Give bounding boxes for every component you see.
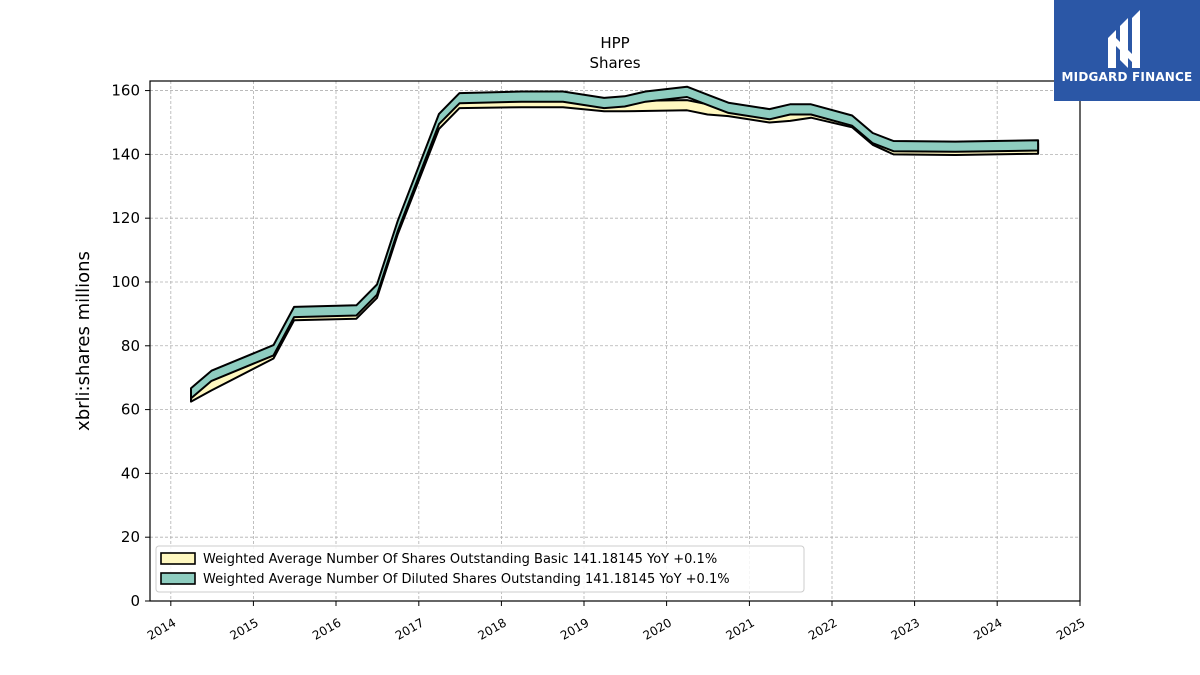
y-tick-label: 160 <box>111 82 140 100</box>
y-tick-label: 140 <box>111 145 140 163</box>
x-tick-label: 2023 <box>889 615 922 642</box>
x-ticks: 2014 2015 2016 2017 2018 2019 2020 2021 2022 2023… <box>145 601 1088 643</box>
x-tick-label: 2022 <box>806 615 839 642</box>
legend: Weighted Average Number Of Shares Outsta… <box>155 545 805 593</box>
series-area-2 <box>190 85 1040 400</box>
legend-label-2: Weighted Average Number Of Diluted Share… <box>203 572 730 587</box>
midgard-logo-icon <box>1108 10 1140 68</box>
chart-subtitle: Shares <box>589 54 640 72</box>
data-areas <box>190 85 1040 403</box>
x-tick-label: 2019 <box>558 615 591 642</box>
legend-swatch-2 <box>160 572 196 585</box>
y-tick-label: 0 <box>130 592 140 610</box>
x-tick-label: 2016 <box>310 615 343 642</box>
x-tick-label: 2021 <box>723 615 756 642</box>
x-tick-label: 2025 <box>1054 615 1087 642</box>
brand-name: MIDGARD FINANCE <box>1061 70 1193 84</box>
grid <box>150 81 1081 602</box>
y-tick-label: 40 <box>121 464 140 482</box>
x-tick-label: 2015 <box>227 615 260 642</box>
y-tick-label: 60 <box>121 401 140 419</box>
y-tick-label: 20 <box>121 528 140 546</box>
x-tick-label: 2020 <box>641 615 674 642</box>
legend-label-1: Weighted Average Number Of Shares Outsta… <box>203 552 717 567</box>
brand-logo: MIDGARD FINANCE <box>1054 0 1200 101</box>
y-tick-label: 100 <box>111 273 140 291</box>
legend-swatch-1 <box>160 552 196 565</box>
x-tick-label: 2024 <box>971 615 1004 642</box>
x-tick-label: 2017 <box>393 615 426 642</box>
chart-title: HPP <box>600 34 629 52</box>
y-tick-label: 80 <box>121 337 140 355</box>
y-tick-label: 120 <box>111 209 140 227</box>
legend-box <box>155 545 805 593</box>
plot-frame <box>149 80 1081 602</box>
x-tick-label: 2018 <box>475 615 508 642</box>
y-ticks: 0 20 40 60 80 100 120 140 160 <box>111 82 150 610</box>
x-tick-label: 2014 <box>145 615 178 642</box>
y-axis-label: xbrli:shares millions <box>73 251 94 431</box>
